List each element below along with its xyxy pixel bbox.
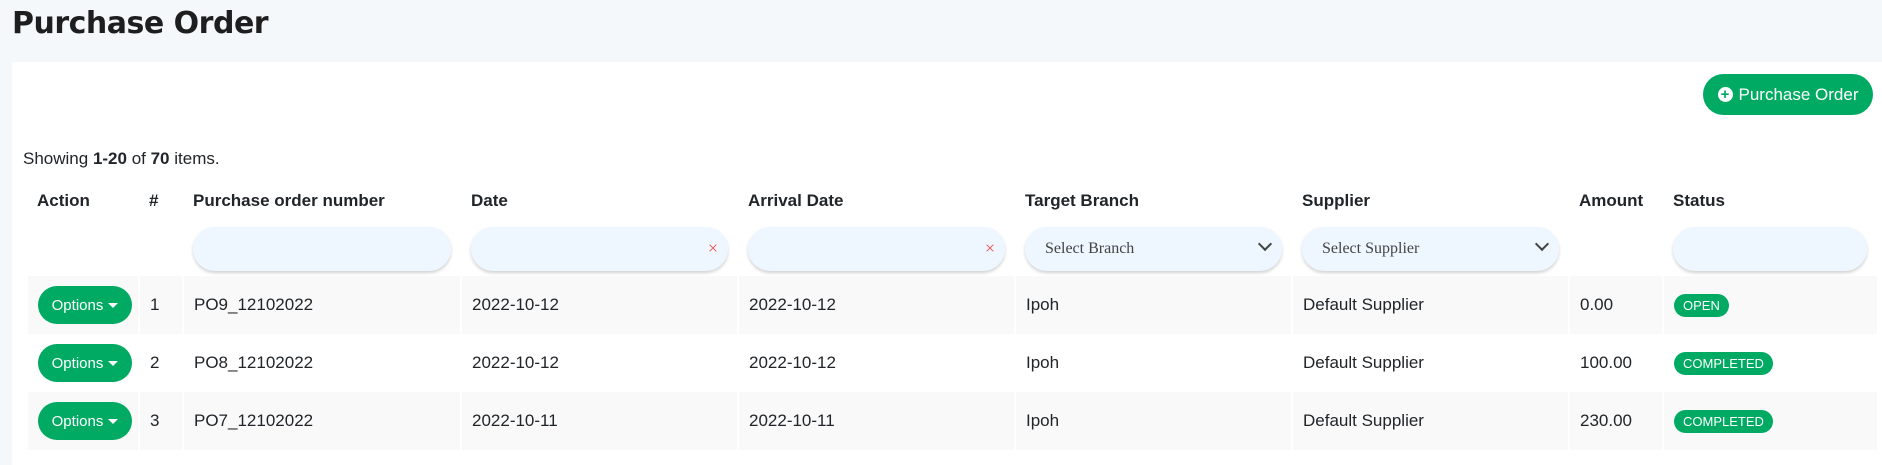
- purchase-order-table: Action # Purchase order number Date Arri…: [26, 180, 1877, 450]
- arrival-date: 2022-10-12: [737, 334, 1015, 392]
- summary-middle: of: [126, 149, 151, 168]
- amount: 230.00: [1568, 392, 1663, 450]
- date-filter[interactable]: ×: [471, 227, 728, 271]
- summary-suffix: items.: [169, 149, 220, 168]
- row-number: 3: [138, 392, 183, 450]
- col-number: #: [149, 191, 159, 210]
- caret-down-icon: [108, 302, 119, 308]
- caret-down-icon: [108, 360, 119, 366]
- caret-down-icon: [108, 418, 119, 424]
- filter-row: × × Select Branch Select Supplier: [27, 222, 1877, 276]
- row-number: 1: [138, 276, 183, 334]
- po-number: PO8_12102022: [182, 334, 461, 392]
- date: 2022-10-12: [460, 334, 738, 392]
- status-badge: COMPLETED: [1674, 409, 1773, 433]
- supplier-select[interactable]: Select Supplier: [1302, 227, 1559, 271]
- options-button[interactable]: Options: [38, 402, 132, 440]
- page-title: Purchase Order: [12, 6, 269, 41]
- target-branch: Ipoh: [1014, 334, 1292, 392]
- arrival-date: 2022-10-11: [737, 392, 1015, 450]
- target-branch: Ipoh: [1014, 392, 1292, 450]
- summary-total: 70: [150, 149, 170, 168]
- row-number: 2: [138, 334, 183, 392]
- branch-select[interactable]: Select Branch: [1025, 227, 1282, 271]
- amount: 0.00: [1568, 276, 1663, 334]
- options-button[interactable]: Options: [38, 286, 132, 324]
- po-number: PO9_12102022: [182, 276, 461, 334]
- add-purchase-order-button[interactable]: + Purchase Order: [1703, 74, 1873, 115]
- header-row: Action # Purchase order number Date Arri…: [27, 180, 1877, 222]
- add-button-label: Purchase Order: [1738, 84, 1859, 104]
- clear-icon[interactable]: ×: [984, 238, 995, 258]
- col-target-branch[interactable]: Target Branch: [1025, 191, 1139, 210]
- po-number-filter[interactable]: [193, 227, 451, 271]
- col-amount[interactable]: Amount: [1579, 191, 1644, 210]
- supplier: Default Supplier: [1291, 392, 1569, 450]
- col-status[interactable]: Status: [1673, 191, 1725, 210]
- target-branch: Ipoh: [1014, 276, 1292, 334]
- col-arrival-date[interactable]: Arrival Date: [748, 191, 844, 210]
- chevron-down-icon: [1257, 236, 1273, 252]
- amount: 100.00: [1568, 334, 1663, 392]
- status-badge: COMPLETED: [1674, 351, 1773, 375]
- date: 2022-10-11: [460, 392, 738, 450]
- pagination-summary: Showing 1-20 of 70 items.: [23, 149, 220, 169]
- table-row: Options 2 PO8_12102022 2022-10-12 2022-1…: [26, 334, 1877, 392]
- supplier: Default Supplier: [1291, 334, 1569, 392]
- arrival-date: 2022-10-12: [737, 276, 1015, 334]
- status-filter[interactable]: [1673, 227, 1867, 271]
- date: 2022-10-12: [460, 276, 738, 334]
- summary-prefix: Showing: [23, 149, 93, 168]
- content-card: + Purchase Order Showing 1-20 of 70 item…: [12, 62, 1882, 465]
- supplier-select-value: Select Supplier: [1322, 240, 1420, 257]
- summary-range: 1-20: [92, 149, 127, 168]
- plus-circle-icon: +: [1717, 87, 1733, 102]
- options-button[interactable]: Options: [38, 344, 132, 382]
- options-label: Options: [51, 354, 104, 372]
- options-label: Options: [51, 296, 104, 314]
- table-row: Options 3 PO7_12102022 2022-10-11 2022-1…: [26, 392, 1877, 450]
- col-supplier[interactable]: Supplier: [1302, 191, 1371, 210]
- col-date[interactable]: Date: [471, 191, 508, 210]
- supplier: Default Supplier: [1291, 276, 1569, 334]
- chevron-down-icon: [1534, 236, 1550, 252]
- clear-icon[interactable]: ×: [707, 238, 718, 258]
- status-badge: OPEN: [1674, 293, 1729, 317]
- arrival-date-filter[interactable]: ×: [748, 227, 1005, 271]
- po-number: PO7_12102022: [182, 392, 461, 450]
- col-po-number[interactable]: Purchase order number: [193, 191, 385, 210]
- branch-select-value: Select Branch: [1045, 240, 1135, 257]
- options-label: Options: [51, 412, 104, 430]
- table-row: Options 1 PO9_12102022 2022-10-12 2022-1…: [26, 276, 1877, 334]
- col-action: Action: [37, 191, 90, 210]
